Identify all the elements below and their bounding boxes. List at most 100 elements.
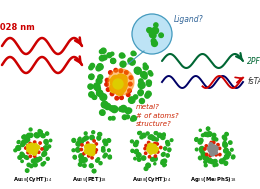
Circle shape <box>110 52 114 56</box>
Circle shape <box>84 136 88 140</box>
Circle shape <box>153 149 157 153</box>
Circle shape <box>29 148 33 152</box>
Circle shape <box>151 33 156 38</box>
Circle shape <box>39 142 41 144</box>
Text: Au$_{18}$(CyHT)$_{14}$: Au$_{18}$(CyHT)$_{14}$ <box>13 175 53 184</box>
Circle shape <box>27 144 31 149</box>
Circle shape <box>154 163 156 165</box>
Circle shape <box>44 139 48 144</box>
Circle shape <box>35 133 40 138</box>
Circle shape <box>82 160 85 163</box>
Circle shape <box>90 74 94 78</box>
Circle shape <box>87 142 89 144</box>
Circle shape <box>73 155 76 159</box>
Circle shape <box>42 151 47 156</box>
Circle shape <box>207 132 211 136</box>
Circle shape <box>128 58 134 64</box>
Circle shape <box>29 155 31 157</box>
Circle shape <box>78 138 81 141</box>
Circle shape <box>122 82 127 88</box>
Circle shape <box>222 135 226 139</box>
Circle shape <box>98 64 103 70</box>
Circle shape <box>207 127 209 130</box>
Circle shape <box>213 148 216 151</box>
Circle shape <box>111 106 118 113</box>
Circle shape <box>88 145 93 150</box>
Circle shape <box>104 153 107 156</box>
Circle shape <box>204 164 207 167</box>
Circle shape <box>106 88 110 91</box>
Circle shape <box>46 132 49 135</box>
Circle shape <box>120 105 127 112</box>
Circle shape <box>96 90 103 96</box>
Circle shape <box>87 144 91 149</box>
Circle shape <box>120 96 123 99</box>
Circle shape <box>198 140 202 144</box>
Circle shape <box>145 93 150 98</box>
Circle shape <box>131 150 134 153</box>
Circle shape <box>161 160 165 164</box>
Circle shape <box>38 157 42 161</box>
Circle shape <box>109 71 112 74</box>
Circle shape <box>208 147 212 151</box>
Circle shape <box>98 132 101 136</box>
Circle shape <box>89 74 94 79</box>
Circle shape <box>225 148 228 151</box>
Text: 1028 nm: 1028 nm <box>0 22 34 32</box>
Circle shape <box>97 158 100 160</box>
Circle shape <box>141 99 144 103</box>
Circle shape <box>131 51 135 56</box>
Circle shape <box>108 140 110 142</box>
Circle shape <box>79 163 82 166</box>
Circle shape <box>135 68 141 74</box>
Circle shape <box>122 115 127 119</box>
Circle shape <box>120 106 125 112</box>
Circle shape <box>207 158 212 163</box>
Text: metal?
# of atoms?
structure?: metal? # of atoms? structure? <box>136 104 179 127</box>
Circle shape <box>108 149 110 152</box>
Circle shape <box>30 146 36 152</box>
Circle shape <box>77 142 80 145</box>
Circle shape <box>163 164 165 167</box>
Circle shape <box>155 147 158 151</box>
Circle shape <box>96 78 102 84</box>
Circle shape <box>121 62 126 66</box>
Circle shape <box>29 142 31 145</box>
Circle shape <box>20 152 23 155</box>
Circle shape <box>217 143 219 146</box>
Circle shape <box>21 143 24 146</box>
Circle shape <box>146 80 151 85</box>
Circle shape <box>149 150 153 154</box>
Circle shape <box>154 155 157 157</box>
Circle shape <box>139 79 143 83</box>
Circle shape <box>36 158 40 162</box>
Circle shape <box>105 83 108 86</box>
Circle shape <box>91 157 93 159</box>
Circle shape <box>208 146 212 150</box>
Circle shape <box>88 84 93 89</box>
Circle shape <box>156 143 158 145</box>
Circle shape <box>230 148 233 151</box>
Circle shape <box>41 148 43 150</box>
Circle shape <box>92 169 96 173</box>
Circle shape <box>215 163 218 166</box>
Circle shape <box>99 56 105 61</box>
Circle shape <box>30 143 34 148</box>
Circle shape <box>161 135 165 139</box>
Circle shape <box>91 136 94 139</box>
Circle shape <box>149 146 155 152</box>
Text: 2PF: 2PF <box>247 57 260 66</box>
Circle shape <box>168 149 170 152</box>
Circle shape <box>89 92 94 97</box>
Circle shape <box>132 14 172 54</box>
Circle shape <box>33 148 38 153</box>
Circle shape <box>207 132 212 136</box>
Circle shape <box>83 158 86 161</box>
Circle shape <box>146 163 151 168</box>
Circle shape <box>88 85 92 89</box>
Circle shape <box>170 139 173 142</box>
Circle shape <box>25 169 29 172</box>
Circle shape <box>145 144 147 147</box>
Circle shape <box>164 147 167 150</box>
Circle shape <box>152 150 156 153</box>
